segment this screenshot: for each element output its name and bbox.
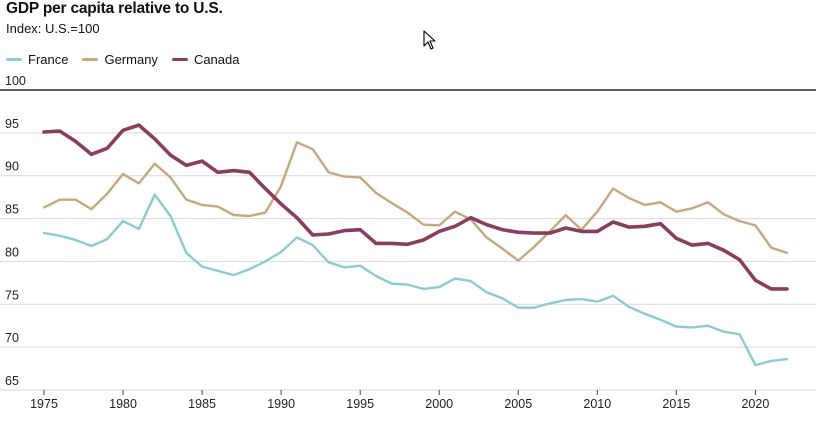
x-tick-label-2000: 2000 [425, 397, 453, 411]
x-tick-label-2005: 2005 [504, 397, 532, 411]
legend-swatch-france [6, 58, 22, 61]
y-tick-label-65: 65 [5, 374, 19, 388]
legend-swatch-canada [171, 58, 188, 61]
mouse-pointer-arrow-icon [423, 30, 436, 50]
y-tick-label-75: 75 [5, 288, 19, 302]
y-tick-label-95: 95 [5, 117, 19, 131]
y-tick-label-90: 90 [5, 160, 19, 174]
x-tick-label-1990: 1990 [267, 397, 295, 411]
y-tick-label-80: 80 [5, 245, 19, 259]
x-tick-label-2015: 2015 [662, 397, 690, 411]
legend-label-canada: Canada [193, 52, 240, 67]
series-line-germany [42, 141, 789, 262]
chart-title: GDP per capita relative to U.S. [6, 0, 223, 17]
chart-subtitle: Index: U.S.=100 [6, 21, 100, 36]
y-tick-label-70: 70 [5, 331, 19, 345]
y-tick-label-85: 85 [5, 203, 19, 217]
x-tick-label-1980: 1980 [109, 397, 137, 411]
legend-item-france: France [6, 52, 68, 67]
legend-swatch-germany [82, 58, 99, 61]
legend-label-germany: Germany [104, 52, 158, 67]
x-tick-label-1995: 1995 [346, 397, 374, 411]
series-line-france [42, 193, 789, 367]
series-line-canada [42, 123, 789, 291]
legend-label-france: France [28, 52, 69, 67]
x-tick-label-1975: 1975 [30, 397, 58, 411]
x-tick-label-2020: 2020 [741, 397, 769, 411]
legend-item-canada: Canada [171, 52, 240, 67]
y-tick-label-100: 100 [5, 74, 26, 88]
legend-item-germany: Germany [82, 52, 158, 67]
x-tick-label-1985: 1985 [188, 397, 216, 411]
x-tick-label-2010: 2010 [583, 397, 611, 411]
chart-legend: France Germany Canada [6, 52, 253, 67]
